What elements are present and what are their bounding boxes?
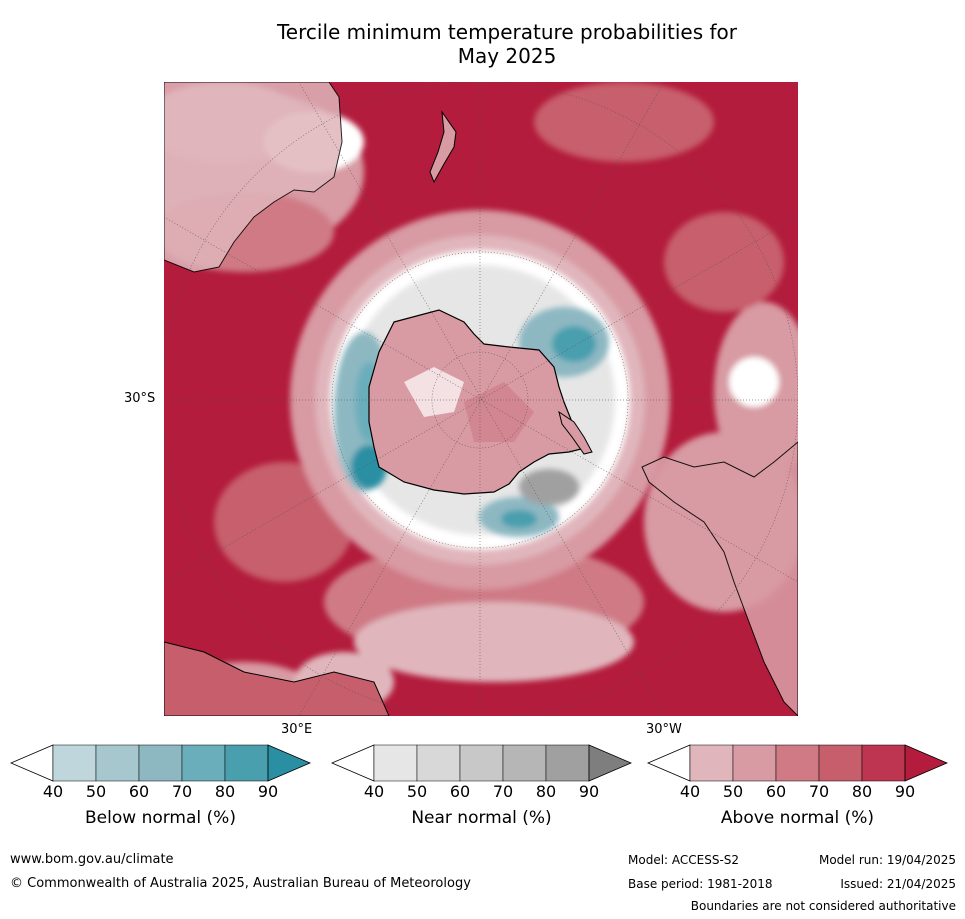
- near-normal-tick-label: 90: [578, 782, 600, 801]
- near-normal-colorbar-segment: [416, 744, 461, 782]
- above-normal-colorbar-max-arrow: [904, 744, 949, 782]
- below-normal-colorbar: [9, 744, 312, 786]
- above-normal-colorbar: [646, 744, 949, 786]
- near-normal-colorbar-segment: [502, 744, 547, 782]
- above-normal-colorbar-segment: [861, 744, 906, 782]
- near-normal-colorbar-min-arrow: [330, 744, 375, 782]
- model-text: Model: ACCESS-S2: [628, 853, 740, 867]
- issued-text: Issued: 21/04/2025: [840, 877, 956, 891]
- copyright-text: © Commonwealth of Australia 2025, Austra…: [10, 876, 471, 891]
- above-normal-colorbar-segment: [689, 744, 734, 782]
- below-normal-colorbar-segment: [138, 744, 183, 782]
- below-normal-tick-label: 70: [171, 782, 193, 801]
- below-normal-colorbar-min-arrow: [9, 744, 54, 782]
- near-normal-colorbar-segment: [373, 744, 418, 782]
- below-normal-colorbar-segment: [95, 744, 140, 782]
- below-normal-colorbar-segment: [224, 744, 269, 782]
- below-normal-tick-label: 90: [257, 782, 279, 801]
- below-normal-colorbar-segment: [181, 744, 226, 782]
- probability-map[interactable]: [164, 82, 798, 716]
- below-normal-colorbar-max-arrow: [267, 744, 312, 782]
- south-america-coast: [641, 441, 798, 716]
- near-normal-legend-title: Near normal (%): [411, 808, 552, 828]
- above-normal-colorbar-segment: [818, 744, 863, 782]
- below-normal-tick-label: 40: [42, 782, 64, 801]
- map-canvas: [164, 82, 798, 716]
- near-normal-tick-label: 70: [492, 782, 514, 801]
- disclaimer-text: Boundaries are not considered authoritat…: [690, 899, 956, 913]
- near-normal-tick-label: 80: [535, 782, 557, 801]
- antarctic-peninsula: [558, 410, 593, 455]
- above-normal-tick-label: 90: [894, 782, 916, 801]
- above-normal-tick-label: 50: [722, 782, 744, 801]
- below-normal-legend-title: Below normal (%): [85, 808, 236, 828]
- lat-label-30s: 30°S: [124, 391, 156, 406]
- website-link[interactable]: www.bom.gov.au/climate: [10, 852, 174, 867]
- above-normal-tick-label: 60: [765, 782, 787, 801]
- above-normal-colorbar-segment: [732, 744, 777, 782]
- above-normal-tick-label: 40: [679, 782, 701, 801]
- near-normal-tick-label: 50: [406, 782, 428, 801]
- above-normal-colorbar-segment: [775, 744, 820, 782]
- lon-label-30w: 30°W: [646, 722, 682, 737]
- near-normal-colorbar-segment: [545, 744, 590, 782]
- graticule: [164, 82, 798, 716]
- near-normal-tick-label: 60: [449, 782, 471, 801]
- title-line-2: May 2025: [457, 44, 557, 68]
- near-normal-colorbar-segment: [459, 744, 504, 782]
- above-normal-tick-label: 70: [808, 782, 830, 801]
- new-zealand: [429, 110, 457, 184]
- below-normal-tick-label: 80: [214, 782, 236, 801]
- near-normal-tick-label: 40: [363, 782, 385, 801]
- title-line-1: Tercile minimum temperature probabilitie…: [276, 20, 738, 44]
- model-run-text: Model run: 19/04/2025: [818, 853, 956, 867]
- base-period-text: Base period: 1981-2018: [628, 877, 773, 891]
- lon-label-30e: 30°E: [281, 722, 313, 737]
- map-title: Tercile minimum temperature probabilitie…: [0, 20, 965, 68]
- near-normal-colorbar-max-arrow: [588, 744, 633, 782]
- below-normal-colorbar-segment: [52, 744, 97, 782]
- near-normal-colorbar: [330, 744, 633, 786]
- below-normal-tick-label: 60: [128, 782, 150, 801]
- above-normal-legend-title: Above normal (%): [720, 808, 875, 828]
- africa-coast: [164, 641, 390, 716]
- above-normal-colorbar-min-arrow: [646, 744, 691, 782]
- below-normal-tick-label: 50: [85, 782, 107, 801]
- above-normal-tick-label: 80: [851, 782, 873, 801]
